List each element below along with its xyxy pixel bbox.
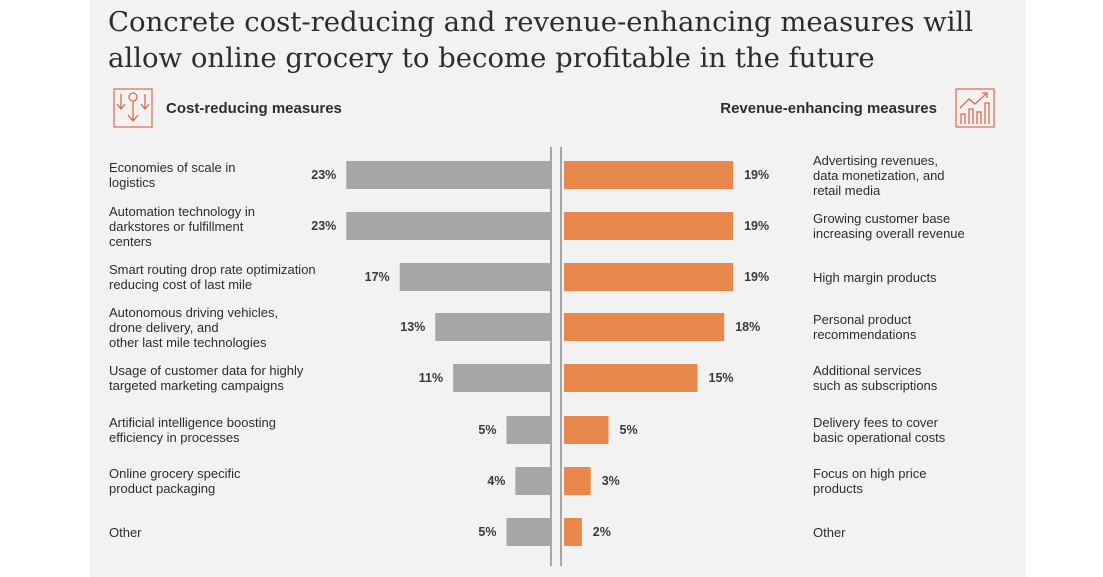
cost-category-label: Autonomous driving vehicles, drone delive… (109, 304, 279, 350)
revenue-category-label: Additional services such as subscriptions (813, 363, 938, 393)
cost-value-label: 5% (478, 525, 496, 539)
cost-value-label: 23% (311, 219, 336, 233)
cost-bar (435, 313, 551, 341)
revenue-bar (564, 416, 609, 444)
revenue-bars: 19% 19% 19% 18% 15% 5% 3% 2% (564, 161, 769, 546)
revenue-category-label: Advertising revenues, data monetization, … (813, 152, 945, 198)
cost-bar (506, 416, 551, 444)
cost-category-label: Other (109, 524, 142, 540)
revenue-value-label: 3% (602, 474, 620, 488)
revenue-value-label: 19% (744, 270, 769, 284)
revenue-bar (564, 518, 582, 546)
revenue-bar (564, 161, 734, 189)
revenue-category-label: Growing customer base increasing overall … (813, 211, 965, 241)
revenue-value-label: 18% (735, 320, 760, 334)
revenue-category-label: Delivery fees to cover basic operational … (813, 415, 946, 445)
cost-bar (346, 212, 551, 240)
revenue-value-label: 19% (744, 168, 769, 182)
cost-category-label: Smart routing drop rate optimization redu… (109, 262, 316, 292)
revenue-category-label: High margin products (813, 269, 937, 285)
revenue-bar (564, 212, 734, 240)
revenue-category-label: Personal product recommendations (813, 312, 917, 342)
revenue-bar (564, 313, 725, 341)
chart-title: Concrete cost-reducing and revenue-enhan… (108, 6, 974, 74)
cost-section-heading: Cost-reducing measures (166, 100, 342, 117)
revenue-section-heading: Revenue-enhancing measures (720, 100, 937, 117)
cost-bars: 23% 23% 17% 13% 11% 5% 4% 5% (311, 161, 551, 546)
revenue-value-label: 19% (744, 219, 769, 233)
cost-bar (399, 263, 551, 291)
revenue-bar (564, 467, 591, 495)
revenue-category-label: Focus on high price products (813, 466, 927, 496)
cost-category-label: Economies of scale in logistics (109, 160, 236, 190)
revenue-category-label: Other (813, 524, 846, 540)
cost-value-label: 4% (487, 474, 505, 488)
cost-value-label: 13% (400, 320, 425, 334)
cost-bar (506, 518, 551, 546)
cost-category-label: Online grocery specific product packaging (109, 466, 241, 496)
cost-down-icon (113, 88, 153, 128)
cost-category-label: Usage of customer data for highly targete… (109, 363, 304, 393)
revenue-chart-icon (955, 88, 995, 128)
cost-value-label: 17% (365, 270, 390, 284)
cost-value-label: 23% (311, 168, 336, 182)
cost-category-label: Automation technology in darkstores or fu… (109, 203, 255, 249)
revenue-bar (564, 364, 698, 392)
cost-bar (346, 161, 551, 189)
cost-category-label: Artificial intelligence boosting efficien… (109, 415, 276, 445)
cost-bar (515, 467, 551, 495)
revenue-bar (564, 263, 734, 291)
chart-panel (90, 0, 1026, 577)
cost-value-label: 11% (419, 371, 443, 385)
cost-bar (453, 364, 551, 392)
revenue-value-label: 2% (593, 525, 611, 539)
cost-value-label: 5% (478, 423, 496, 437)
revenue-value-label: 15% (709, 371, 734, 385)
revenue-value-label: 5% (620, 423, 638, 437)
